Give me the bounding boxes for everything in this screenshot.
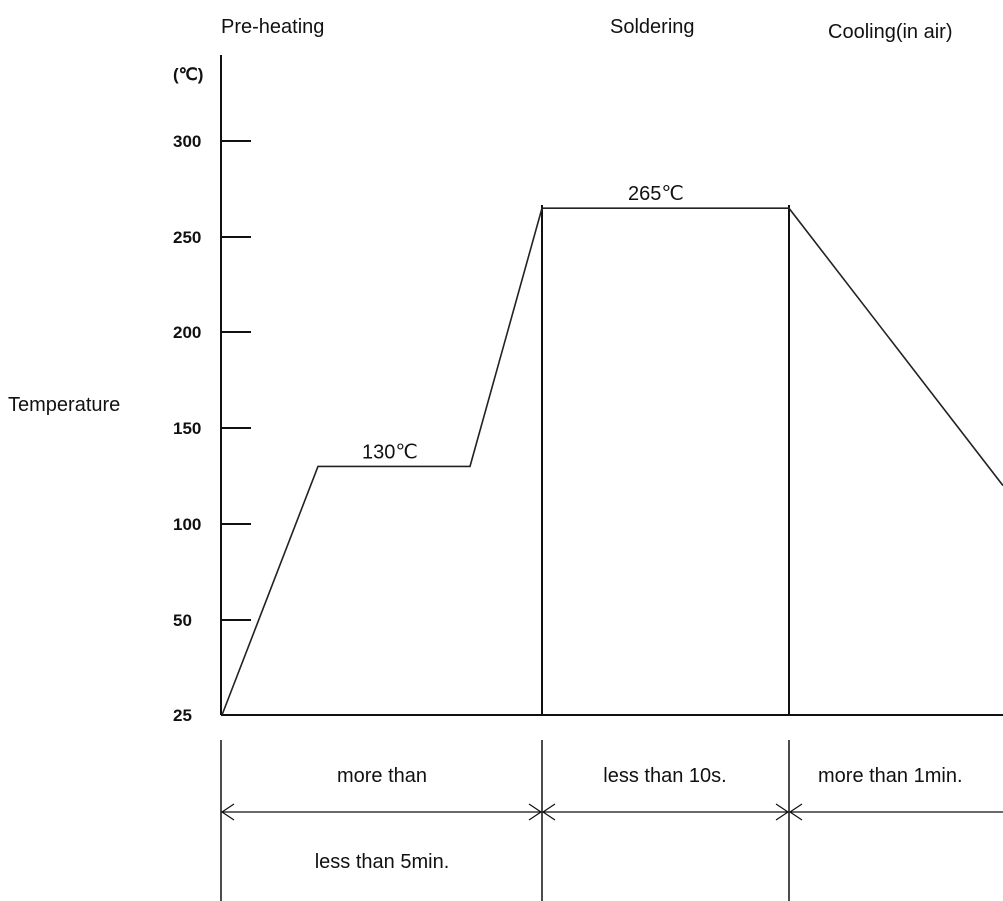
y-ticks: 25 50 100 150 200 250 300 — [173, 132, 251, 725]
stage-soldering: Soldering — [610, 16, 695, 38]
y-tick-label: 100 — [173, 515, 201, 534]
duration-preheat-bottom: less than 5min. — [315, 851, 450, 873]
duration-brackets — [220, 740, 1003, 901]
stage-preheating: Pre-heating — [221, 16, 324, 38]
y-tick-250: 250 — [173, 228, 251, 247]
y-tick-label: 300 — [173, 132, 201, 151]
duration-cooling: more than 1min. — [818, 765, 963, 787]
y-tick-150: 150 — [173, 419, 251, 438]
y-tick-300: 300 — [173, 132, 251, 151]
y-tick-label: 250 — [173, 228, 201, 247]
annotation-265: 265℃ — [628, 183, 684, 205]
y-tick-label: 150 — [173, 419, 201, 438]
y-tick-label: 25 — [173, 706, 192, 725]
y-tick-200: 200 — [173, 323, 251, 342]
annotation-130: 130℃ — [362, 441, 418, 463]
duration-preheat-top: more than — [337, 765, 427, 787]
y-tick-label: 200 — [173, 323, 201, 342]
y-tick-50: 50 — [173, 611, 251, 630]
duration-soldering: less than 10s. — [603, 765, 726, 787]
y-tick-label: 50 — [173, 611, 192, 630]
y-unit-label: (℃) — [173, 65, 203, 84]
y-tick-100: 100 — [173, 515, 251, 534]
y-axis-label: Temperature — [8, 394, 120, 416]
y-tick-25: 25 — [173, 706, 192, 725]
temperature-profile-line — [221, 207, 1003, 716]
stage-cooling: Cooling(in air) — [828, 21, 953, 43]
